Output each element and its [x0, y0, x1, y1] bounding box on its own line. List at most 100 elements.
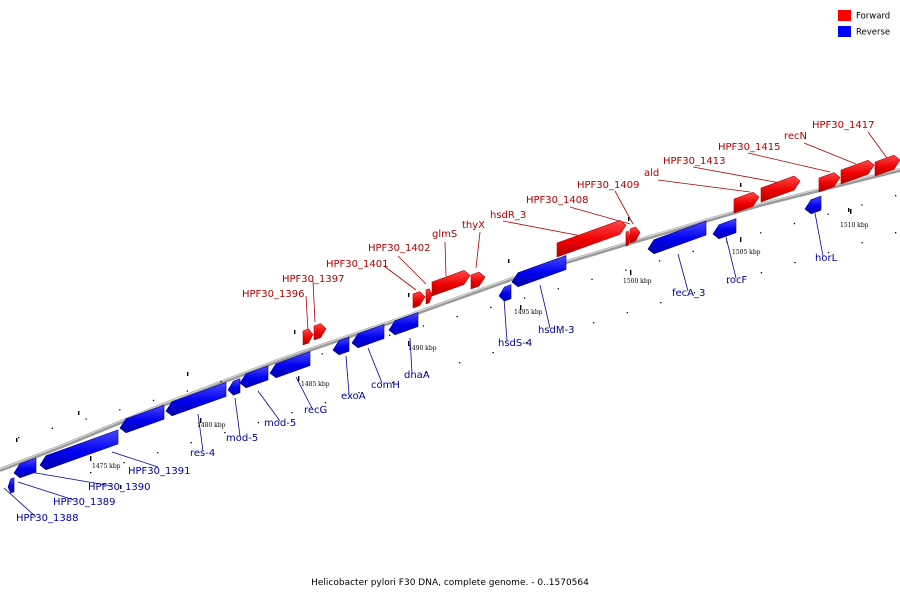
- gene-label[interactable]: mod-5: [226, 433, 258, 444]
- gene-feature-exoA[interactable]: [332, 336, 350, 356]
- gene-feature-HPF30_1401[interactable]: [412, 291, 426, 309]
- gene-feature-HPF30_1390[interactable]: [39, 429, 119, 471]
- scale-dot: [591, 278, 593, 281]
- leader-line: [345, 355, 350, 395]
- gene-label[interactable]: hsdS-4: [498, 338, 532, 349]
- gene-feature-horL[interactable]: [804, 195, 822, 215]
- gene-label[interactable]: HPF30_1389: [53, 497, 115, 508]
- scale-dot: [190, 442, 192, 444]
- scale-dot: [459, 362, 461, 364]
- gene-label[interactable]: HPF30_1417: [812, 120, 874, 131]
- gene-labels: HPF30_1388 HPF30_1389 HPF30_1390 HPF30_1391…: [16, 120, 874, 524]
- gene-feature-mod-5[interactable]: [239, 365, 269, 389]
- gene-feature-HPF30_1396[interactable]: [302, 328, 314, 346]
- leader-line: [17, 481, 75, 501]
- leader-line: [814, 212, 824, 257]
- gene-label[interactable]: HPF30_1409: [577, 180, 639, 191]
- gene-label[interactable]: HPF30_1415: [718, 142, 780, 153]
- gene-feature-hsdM-3[interactable]: [511, 255, 567, 288]
- gene-feature-HPF30_1409[interactable]: [629, 226, 641, 244]
- legend-reverse-swatch: [838, 26, 851, 37]
- gene-label[interactable]: comH: [371, 380, 400, 391]
- gene-feature-hsdS-4[interactable]: [498, 284, 512, 302]
- legend-forward-label: Forward: [856, 12, 890, 22]
- gene-feature-HPF30_1417[interactable]: [874, 154, 900, 177]
- scale-tick-label: 1475 kbp: [92, 463, 121, 470]
- scale-tick-label: 1485 kbp: [301, 381, 330, 388]
- scale-dot: [321, 353, 323, 355]
- leader-line: [409, 337, 413, 374]
- scale-tick: [520, 305, 522, 310]
- gene-feature-HPF30_1388[interactable]: [7, 477, 15, 494]
- gene-label[interactable]: HPF30_1401: [326, 259, 388, 270]
- gene-feature-glmS[interactable]: [431, 270, 471, 297]
- scale-dot: [526, 342, 528, 344]
- gene-feature-HPF30_1397[interactable]: [313, 323, 327, 341]
- gene-feature-thyX[interactable]: [470, 271, 486, 290]
- gene-label[interactable]: rocF: [726, 275, 748, 286]
- leader-line: [502, 220, 593, 239]
- gene-label[interactable]: thyX: [462, 220, 485, 231]
- gene-label[interactable]: exoA: [341, 391, 366, 402]
- gene-label[interactable]: glmS: [432, 229, 457, 240]
- leader-line: [257, 390, 281, 422]
- scale-tick-label: 1480 kbp: [197, 422, 226, 429]
- gene-label[interactable]: recG: [304, 405, 327, 416]
- scale-dot: [794, 262, 796, 264]
- scale-dot: [760, 232, 762, 234]
- gene-feature-HPF30_1402[interactable]: [425, 288, 433, 305]
- leader-line: [397, 255, 427, 285]
- gene-label[interactable]: res-4: [190, 448, 215, 459]
- gene-feature-HPF30_1413[interactable]: [760, 175, 801, 203]
- gene-feature-HPF30_1391[interactable]: [119, 404, 165, 434]
- gene-label[interactable]: hsdR_3: [490, 210, 526, 221]
- gene-feature-hsdR_3[interactable]: [556, 219, 627, 258]
- gene-feature-res-4[interactable]: [165, 381, 227, 417]
- gene-feature-ald[interactable]: [733, 191, 760, 214]
- scale-tick-label: 1495 kbp: [514, 309, 543, 316]
- leader-line: [614, 190, 634, 225]
- gene-feature-fecA_3[interactable]: [647, 220, 707, 255]
- gene-label[interactable]: dnaA: [404, 370, 430, 381]
- gene-feature-rocF[interactable]: [712, 218, 737, 240]
- scale-tick: [408, 341, 410, 346]
- gene-feature-HPF30_1408[interactable]: [625, 230, 631, 247]
- gene-label[interactable]: recN: [784, 131, 807, 142]
- gene-label[interactable]: HPF30_1390: [88, 482, 150, 493]
- scale-dot: [456, 316, 458, 318]
- gene-label[interactable]: fecA_3: [672, 288, 705, 299]
- legend-forward-swatch: [838, 10, 851, 21]
- leader-line: [747, 152, 831, 173]
- gene-label[interactable]: HPF30_1413: [663, 156, 725, 167]
- gene-feature-comH[interactable]: [351, 324, 385, 349]
- scale-tick: [630, 270, 632, 275]
- gene-label[interactable]: HPF30_1391: [128, 466, 190, 477]
- gene-feature-recG[interactable]: [269, 351, 311, 379]
- gene-label[interactable]: HPF30_1388: [16, 513, 78, 524]
- gene-label[interactable]: HPF30_1402: [368, 243, 430, 254]
- gene-label[interactable]: HPF30_1408: [526, 195, 588, 206]
- scale-dot: [693, 292, 696, 294]
- gene-label[interactable]: hsdM-3: [538, 325, 575, 336]
- scale-dot: [626, 312, 628, 314]
- gene-feature-mod-5[interactable]: [227, 378, 241, 396]
- scale-tick-minor: [740, 183, 742, 187]
- leader-line: [383, 265, 417, 291]
- gene-label[interactable]: HPF30_1397: [282, 274, 344, 285]
- gene-label[interactable]: ald: [644, 168, 659, 179]
- gene-label[interactable]: HPF30_1396: [242, 289, 304, 300]
- leader-line: [803, 142, 857, 165]
- gene-feature-dnaA[interactable]: [388, 312, 419, 336]
- leader-line: [29, 471, 113, 487]
- gene-label[interactable]: mod-5: [264, 418, 296, 429]
- leader-line: [444, 241, 447, 277]
- scale-dot: [90, 472, 92, 474]
- leader-line: [475, 231, 481, 269]
- gene-feature-HPF30_1415[interactable]: [818, 172, 841, 193]
- scale-tick-label: 1505 kbp: [732, 249, 761, 256]
- gene-feature-HPF30_1389[interactable]: [13, 457, 37, 479]
- scale-dot: [422, 325, 425, 327]
- scale-dot: [692, 250, 694, 253]
- gene-feature-recN[interactable]: [840, 159, 875, 185]
- gene-label[interactable]: horL: [815, 253, 838, 264]
